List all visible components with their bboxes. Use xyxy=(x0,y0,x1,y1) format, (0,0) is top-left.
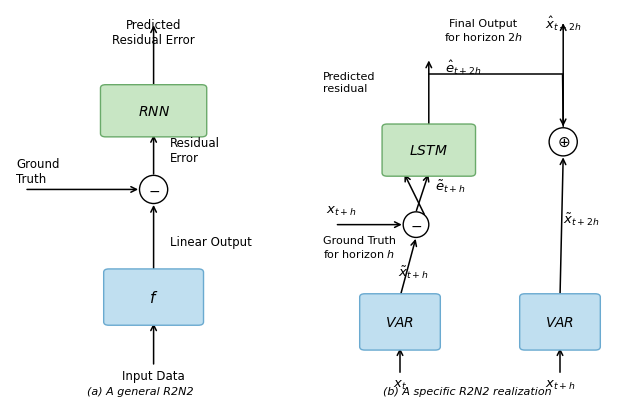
Text: $x_t$: $x_t$ xyxy=(393,377,407,391)
Text: $f$: $f$ xyxy=(149,290,158,305)
FancyBboxPatch shape xyxy=(104,269,204,325)
Text: Residual
Error: Residual Error xyxy=(170,137,220,165)
Text: $\tilde{e}_{t+h}$: $\tilde{e}_{t+h}$ xyxy=(435,178,466,194)
Text: Ground
Truth: Ground Truth xyxy=(16,157,60,185)
Text: $VAR$: $VAR$ xyxy=(545,315,575,329)
Text: Predicted
residual: Predicted residual xyxy=(323,72,376,93)
Text: $-$: $-$ xyxy=(148,183,159,197)
Text: $\tilde{x}_{t+h}$: $\tilde{x}_{t+h}$ xyxy=(397,263,428,280)
Text: (a) A general R2N2: (a) A general R2N2 xyxy=(88,387,194,396)
Text: Ground Truth
for horizon $h$: Ground Truth for horizon $h$ xyxy=(323,236,396,260)
Text: Predicted
Residual Error: Predicted Residual Error xyxy=(112,19,195,47)
Ellipse shape xyxy=(549,128,577,157)
Text: Linear Output: Linear Output xyxy=(170,235,252,248)
Ellipse shape xyxy=(403,212,429,238)
Text: $\hat{e}_{t+2h}$: $\hat{e}_{t+2h}$ xyxy=(445,59,481,77)
Text: $x_{t+h}$: $x_{t+h}$ xyxy=(545,377,575,391)
Text: $x_{t+h}$: $x_{t+h}$ xyxy=(326,204,357,217)
Text: $\tilde{x}_{t+2h}$: $\tilde{x}_{t+2h}$ xyxy=(563,211,600,227)
Text: Final Output
for horizon $2h$: Final Output for horizon $2h$ xyxy=(444,19,523,43)
Text: $RNN$: $RNN$ xyxy=(138,104,170,119)
FancyBboxPatch shape xyxy=(382,125,476,177)
Text: $VAR$: $VAR$ xyxy=(385,315,415,329)
FancyBboxPatch shape xyxy=(360,294,440,350)
Ellipse shape xyxy=(140,176,168,204)
Text: $LSTM$: $LSTM$ xyxy=(410,144,448,158)
FancyBboxPatch shape xyxy=(100,85,207,138)
Text: $\hat{x}_{t+2h}$: $\hat{x}_{t+2h}$ xyxy=(545,14,581,33)
Text: (b) A specific R2N2 realization: (b) A specific R2N2 realization xyxy=(383,387,552,396)
Text: Input Data: Input Data xyxy=(122,369,185,382)
FancyBboxPatch shape xyxy=(520,294,600,350)
Text: $\oplus$: $\oplus$ xyxy=(557,135,570,150)
Text: $-$: $-$ xyxy=(410,218,422,232)
